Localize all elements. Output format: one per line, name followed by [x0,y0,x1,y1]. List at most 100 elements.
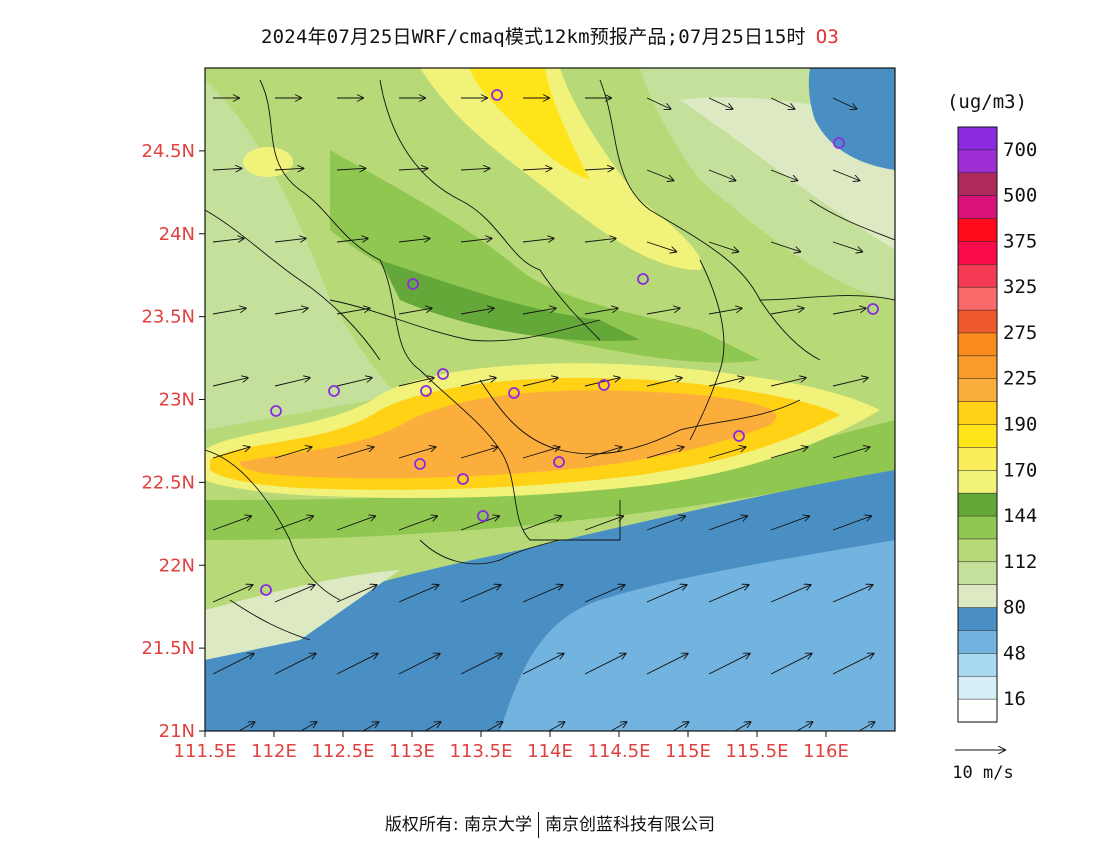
lat-label: 24.5N [141,141,195,162]
lon-label: 115.5E [726,741,789,762]
wind-arrow [584,308,618,315]
wind-arrow [832,585,873,603]
wind-arrow [646,169,673,181]
wind-arrow [734,722,751,731]
lon-label: 114.5E [588,741,651,762]
wind-arrow [274,585,315,603]
wind-arrow [646,308,680,315]
legend-swatch [957,241,998,265]
lat-label: 21.5N [141,638,195,659]
lon-label: 113E [389,741,435,762]
lon-label: 112E [251,741,297,762]
wind-arrow [770,308,804,315]
legend-swatch [957,126,998,151]
wind-arrow [398,238,430,242]
wind-arrow [646,516,685,531]
longitude-axis: 111.5E 112E 112.5E 113E 113.5E 114E 114.5E 115E… [174,731,849,762]
wind-arrow [832,308,866,315]
wind-arrow [832,516,871,531]
legend-label: 225 [1003,368,1037,390]
lon-label: 111.5E [174,741,237,762]
wind-arrow [238,722,255,731]
wind-arrow [584,516,623,531]
legend-unit: (ug/m3) [947,91,1027,113]
station-marker [407,278,419,290]
station-marker [867,303,879,315]
legend-label: 144 [1003,505,1037,527]
legend-swatch [957,264,998,288]
wind-arrow [796,722,813,731]
wind-arrow [584,447,622,459]
wind-arrow [522,308,556,315]
lat-label: 23N [159,390,195,411]
wind-arrow [708,654,750,675]
wind-scale-label: 10 m/s [952,763,1013,783]
wind-arrow [770,516,809,531]
legend-swatch [957,470,998,494]
field-main-band-orange [240,390,777,479]
legend-label: 275 [1003,322,1037,344]
lon-label: 114E [527,741,573,762]
legend-label: 375 [1003,230,1037,252]
wind-arrow [646,585,687,603]
station-marker [457,473,469,485]
wind-arrow [274,308,308,315]
wind-arrow [486,722,503,731]
admin-boundaries [205,79,895,641]
wind-arrow [212,378,248,387]
wind-arrow [770,169,797,181]
legend-swatch [957,309,998,334]
legend-label: 48 [1003,642,1026,664]
wind-arrow [398,378,434,387]
wind-arrow [770,585,811,603]
wind-arrow [336,168,365,170]
wind-arrow [336,585,377,603]
wind-arrow [522,238,554,242]
lat-label: 21N [159,721,195,742]
legend-label: 170 [1003,459,1037,481]
legend-swatch [957,332,998,357]
wind-arrow [708,516,747,531]
wind-arrow [398,585,439,603]
legend-label: 112 [1003,551,1037,573]
footer-right: 南京创蓝科技有限公司 [545,815,716,835]
field-coastal-green [205,420,895,540]
wind-arrow [212,447,250,459]
wind-arrow [832,447,870,459]
wind-arrow [646,654,688,675]
station-marker [328,385,340,397]
wind-arrow [460,585,501,603]
wind-arrow [212,585,253,603]
legend-label: 325 [1003,276,1037,298]
pollutant-label: O3 [815,26,839,48]
legend-swatch [957,401,998,426]
wind-arrow [708,241,738,252]
wind-arrow [584,654,626,675]
wind-arrow [708,169,735,181]
wind-arrow [832,378,868,387]
wind-arrow [584,378,620,387]
wind-arrow [548,722,565,731]
wind-arrow [708,585,749,603]
wind-arrow [274,654,316,675]
wind-arrow [460,447,498,459]
legend-label: 500 [1003,185,1037,207]
legend-swatch [957,492,998,517]
legend-swatch [957,195,998,220]
wind-arrow [584,585,625,603]
lat-label: 22.5N [141,472,195,493]
legend-swatch [957,630,998,654]
legend-swatch [957,538,998,563]
copyright-footer: 版权所有: 南京大学 南京创蓝科技有限公司 [0,810,1100,838]
station-marker [553,456,565,468]
lat-label: 22N [159,555,195,576]
legend-label: 700 [1003,139,1037,161]
footer-left: 版权所有: 南京大学 [384,815,533,835]
wind-arrow [646,378,682,387]
wind-arrow [212,308,246,315]
wind-arrow [460,654,502,675]
wind-arrow [274,378,310,387]
wind-arrow [336,516,375,531]
wind-arrow [708,447,746,459]
wind-arrow [522,585,563,603]
